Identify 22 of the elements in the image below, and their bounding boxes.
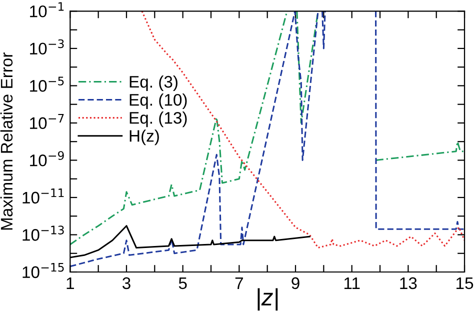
y-tick-label: 10$^{−3}$ [30,39,64,55]
x-tick-label: 1 [66,277,74,289]
x-tick-label: 7 [235,277,243,289]
x-tick-label: 11 [344,277,360,289]
y-tick-label: 10$^{−15}$ [22,263,64,278]
legend-label: Eq. (3) [130,75,178,92]
legend-label: H(z) [130,130,159,146]
y-tick-label: 10$^{−5}$ [30,76,64,92]
y-tick-label: 10$^{−7}$ [30,114,64,130]
x-axis-title: |z| [258,288,278,311]
x-tick-label: 15 [456,277,474,290]
y-tick-label: 10$^{−13}$ [22,226,64,241]
y-tick-label: 10$^{−1}$ [30,2,64,18]
y-tick-label: 10$^{−9}$ [30,151,64,166]
legend-label: Eq. (10) [130,94,187,110]
x-tick-label: 3 [122,277,130,290]
x-tick-label: 5 [178,277,187,290]
y-tick-label: 10$^{−11}$ [22,188,64,204]
y-axis-title: Maximum Relative Error [0,52,13,230]
legend-label: Eq. (13) [130,112,187,128]
x-tick-label: 13 [400,277,417,290]
x-tick-label: 9 [292,277,300,290]
